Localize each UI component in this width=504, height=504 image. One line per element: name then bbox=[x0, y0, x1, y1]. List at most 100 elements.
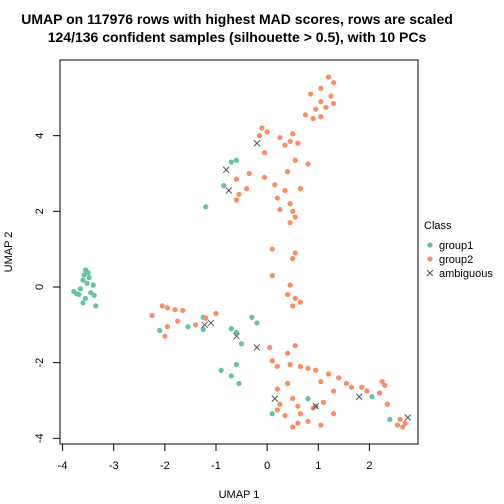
point-ambiguous bbox=[222, 166, 230, 174]
point-group1 bbox=[218, 367, 224, 373]
point-group1 bbox=[157, 327, 163, 334]
point-group2 bbox=[269, 273, 275, 279]
point-group2 bbox=[292, 343, 298, 349]
y-tick-label: 2 bbox=[34, 208, 46, 214]
point-group2 bbox=[236, 191, 242, 197]
point-group2 bbox=[162, 333, 168, 339]
point-group2 bbox=[287, 361, 293, 368]
point-group2 bbox=[377, 390, 383, 396]
x-tick-label: 0 bbox=[264, 460, 270, 472]
point-group1 bbox=[81, 272, 87, 278]
point-group2 bbox=[284, 350, 291, 356]
legend: Class group1 group2 ambiguous bbox=[424, 220, 493, 280]
legend-marker-group2 bbox=[427, 256, 433, 262]
point-group2 bbox=[175, 318, 181, 324]
y-tick-label: -2 bbox=[34, 358, 46, 368]
point-group2 bbox=[264, 129, 270, 135]
point-group2 bbox=[287, 201, 293, 207]
point-group2 bbox=[164, 305, 170, 311]
point-group2 bbox=[318, 114, 324, 120]
point-group2 bbox=[305, 418, 311, 424]
point-group2 bbox=[269, 246, 275, 252]
point-group2 bbox=[203, 315, 209, 321]
point-group2 bbox=[261, 174, 268, 180]
x-tick-label: -4 bbox=[58, 460, 68, 472]
point-group2 bbox=[308, 91, 314, 97]
point-group1 bbox=[238, 341, 245, 347]
y-axis: -4 -2 0 2 4 bbox=[34, 133, 61, 443]
point-group2 bbox=[297, 363, 303, 370]
point-group1 bbox=[85, 270, 91, 276]
point-group2 bbox=[384, 401, 390, 407]
point-group2 bbox=[172, 307, 178, 313]
point-group1 bbox=[236, 380, 242, 387]
legend-label-ambiguous: ambiguous bbox=[439, 268, 493, 280]
point-group2 bbox=[180, 307, 186, 314]
point-group2 bbox=[295, 403, 301, 409]
point-group2 bbox=[277, 134, 283, 141]
point-ambiguous bbox=[271, 395, 279, 402]
point-group2 bbox=[259, 125, 265, 131]
point-group1 bbox=[77, 286, 84, 292]
point-group1 bbox=[84, 280, 90, 286]
point-group1 bbox=[233, 361, 240, 368]
point-group2 bbox=[318, 378, 324, 385]
point-group2 bbox=[272, 182, 278, 188]
point-group2 bbox=[284, 169, 291, 175]
point-group2 bbox=[297, 411, 303, 417]
x-tick-label: 1 bbox=[315, 460, 321, 472]
point-ambiguous bbox=[201, 321, 209, 329]
point-group2 bbox=[323, 104, 329, 110]
point-group2 bbox=[244, 186, 250, 192]
point-ambiguous bbox=[253, 139, 261, 147]
point-group2 bbox=[292, 295, 298, 301]
point-group2 bbox=[287, 282, 293, 288]
legend-label-group2: group2 bbox=[439, 254, 473, 266]
y-tick-label: -4 bbox=[34, 433, 46, 443]
point-group2 bbox=[402, 420, 408, 426]
point-group2 bbox=[274, 363, 280, 370]
point-group1 bbox=[233, 157, 240, 163]
point-group1 bbox=[185, 324, 191, 330]
x-axis-label: UMAP 1 bbox=[219, 489, 260, 501]
point-group2 bbox=[305, 161, 311, 167]
point-ambiguous bbox=[233, 332, 240, 340]
point-group2 bbox=[287, 138, 293, 144]
point-group2 bbox=[379, 378, 385, 385]
point-group2 bbox=[282, 413, 288, 419]
point-group2 bbox=[331, 80, 337, 86]
point-group2 bbox=[302, 112, 309, 118]
point-group2 bbox=[277, 206, 283, 213]
point-group1 bbox=[249, 314, 255, 320]
point-group2 bbox=[318, 422, 324, 428]
point-group2 bbox=[287, 220, 293, 226]
point-group1 bbox=[369, 394, 375, 400]
point-group2 bbox=[284, 291, 291, 298]
point-group2 bbox=[328, 93, 334, 99]
point-group1 bbox=[387, 416, 393, 423]
point-group2 bbox=[164, 324, 170, 330]
point-group2 bbox=[290, 131, 296, 137]
legend-label-group1: group1 bbox=[439, 240, 473, 252]
point-group2 bbox=[318, 99, 324, 105]
point-group2 bbox=[400, 424, 406, 430]
point-group2 bbox=[364, 388, 370, 394]
point-group2 bbox=[267, 344, 273, 351]
scatter-points bbox=[71, 74, 412, 430]
point-ambiguous bbox=[253, 344, 261, 351]
point-group1 bbox=[233, 329, 240, 335]
point-group2 bbox=[305, 365, 311, 371]
point-group2 bbox=[297, 299, 303, 305]
point-group2 bbox=[336, 375, 342, 381]
x-tick-label: 2 bbox=[366, 460, 372, 472]
point-group2 bbox=[233, 176, 240, 182]
point-ambiguous bbox=[312, 402, 320, 410]
point-group1 bbox=[88, 290, 94, 296]
point-group2 bbox=[325, 74, 332, 80]
point-group2 bbox=[269, 358, 275, 364]
point-group2 bbox=[233, 197, 240, 203]
point-group2 bbox=[192, 322, 199, 328]
point-group2 bbox=[282, 187, 288, 194]
point-group2 bbox=[310, 116, 316, 122]
y-axis-label: UMAP 2 bbox=[3, 232, 15, 273]
